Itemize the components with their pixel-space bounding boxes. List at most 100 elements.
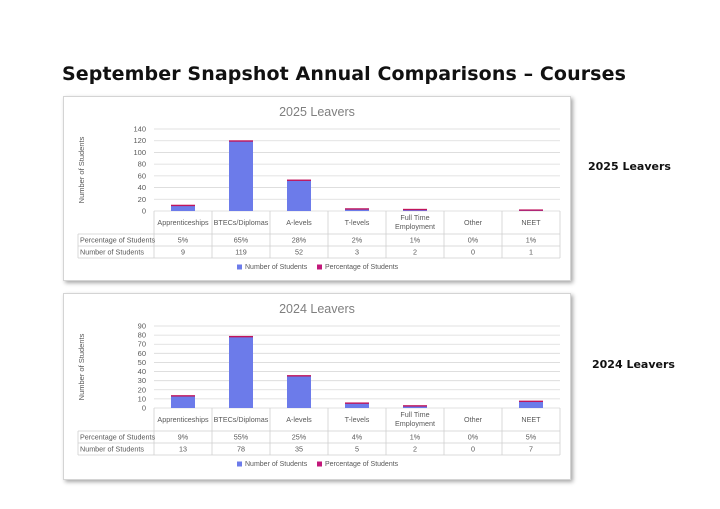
y-axis-label: Number of Students — [77, 136, 86, 203]
chart-title: 2024 Leavers — [279, 302, 355, 316]
legend-swatch-percentage — [317, 264, 322, 270]
bar-percentage-cap — [171, 395, 195, 397]
y-tick-label: 50 — [138, 358, 146, 367]
bar-a-levels — [287, 180, 311, 211]
bar-percentage-cap — [345, 402, 369, 404]
y-tick-label: 100 — [133, 148, 146, 157]
y-tick-label: 60 — [138, 171, 146, 180]
percentage-cell: 1% — [410, 433, 421, 442]
legend-swatch-number — [237, 264, 242, 270]
percentage-cell: 55% — [234, 433, 249, 442]
page-title: September Snapshot Annual Comparisons – … — [62, 63, 626, 85]
number-cell: 0 — [471, 248, 475, 257]
percentage-cell: 5% — [178, 236, 189, 245]
number-cell: 3 — [355, 248, 359, 257]
bar-apprenticeships — [171, 205, 195, 211]
y-tick-label: 10 — [138, 394, 146, 403]
category-label: A-levels — [286, 415, 312, 424]
category-label: NEET — [521, 415, 541, 424]
percentage-cell: 25% — [292, 433, 307, 442]
number-cell: 2 — [413, 445, 417, 454]
bar-a-levels — [287, 376, 311, 408]
percentage-cell: 0% — [468, 236, 479, 245]
bar-full-time-employment — [403, 209, 427, 211]
number-cell: 1 — [529, 248, 533, 257]
number-cell: 119 — [235, 248, 246, 257]
number-cell: 0 — [471, 445, 475, 454]
number-cell: 52 — [295, 248, 303, 257]
percentage-cell: 9% — [178, 433, 189, 442]
y-tick-label: 80 — [138, 331, 146, 340]
category-label: Apprenticeships — [157, 415, 209, 424]
category-label: NEET — [521, 218, 541, 227]
bar-percentage-cap — [287, 179, 311, 181]
y-tick-label: 0 — [142, 207, 146, 216]
y-tick-label: 20 — [138, 195, 146, 204]
row-header-percentage: Percentage of Students — [80, 236, 156, 245]
percentage-cell: 4% — [352, 433, 363, 442]
y-tick-label: 80 — [138, 160, 146, 169]
y-tick-label: 60 — [138, 349, 146, 358]
legend-label-number: Number of Students — [245, 461, 308, 468]
bar-btecs-diplomas — [229, 141, 253, 211]
number-cell: 7 — [529, 445, 533, 454]
y-tick-label: 40 — [138, 367, 146, 376]
category-label: BTECs/Diplomas — [214, 415, 269, 424]
category-label: T-levels — [345, 218, 370, 227]
bar-percentage-cap — [403, 405, 427, 407]
bar-percentage-cap — [171, 204, 195, 207]
legend-swatch-percentage — [317, 461, 322, 467]
bar-percentage-cap — [345, 208, 369, 210]
bar-neet — [519, 401, 543, 408]
y-tick-label: 40 — [138, 183, 146, 192]
bar-btecs-diplomas — [229, 336, 253, 408]
number-cell: 13 — [179, 445, 187, 454]
chart-panel-2024: 2024 Leavers Number of Students 90 80 70 60 50… — [63, 293, 571, 480]
y-tick-label: 120 — [133, 136, 146, 145]
percentage-cell: 28% — [292, 236, 307, 245]
legend-label-percentage: Percentage of Students — [325, 264, 399, 271]
y-tick-label: 20 — [138, 385, 146, 394]
percentage-cell: 1% — [526, 236, 537, 245]
y-tick-label: 90 — [138, 322, 146, 331]
bar-full-time-employment — [403, 406, 427, 408]
bar-percentage-cap — [403, 208, 427, 211]
category-label: Full Time Employment — [395, 213, 435, 231]
number-cell: 9 — [181, 248, 185, 257]
percentage-cell: 65% — [234, 236, 249, 245]
chart-title: 2025 Leavers — [279, 105, 355, 119]
category-label: A-levels — [286, 218, 312, 227]
percentage-cell: 0% — [468, 433, 479, 442]
category-label: Other — [464, 415, 483, 424]
bar-t-levels — [345, 209, 369, 211]
bar-apprenticeships — [171, 396, 195, 408]
row-header-percentage: Percentage of Students — [80, 433, 156, 442]
category-label: Other — [464, 218, 483, 227]
bar-t-levels — [345, 403, 369, 408]
number-cell: 35 — [295, 445, 303, 454]
row-header-number: Number of Students — [80, 248, 144, 257]
side-label-2025: 2025 Leavers — [588, 160, 671, 173]
category-label: T-levels — [345, 415, 370, 424]
y-tick-label: 70 — [138, 340, 146, 349]
category-label: Full Time Employment — [395, 410, 435, 428]
y-tick-label: 30 — [138, 376, 146, 385]
percentage-cell: 5% — [526, 433, 537, 442]
percentage-cell: 2% — [352, 236, 363, 245]
number-cell: 2 — [413, 248, 417, 257]
bar-percentage-cap — [519, 209, 543, 211]
chart-panel-2025: 2025 Leavers Number of Students 140 120 100 8… — [63, 96, 571, 281]
legend-label-percentage: Percentage of Students — [325, 461, 399, 468]
bar-percentage-cap — [287, 375, 311, 377]
row-header-number: Number of Students — [80, 445, 144, 454]
y-tick-label: 0 — [142, 404, 146, 413]
number-cell: 78 — [237, 445, 245, 454]
bar-percentage-cap — [229, 140, 253, 142]
y-axis-label: Number of Students — [77, 333, 86, 400]
percentage-cell: 1% — [410, 236, 421, 245]
category-label: Apprenticeships — [157, 218, 209, 227]
bar-percentage-cap — [519, 400, 543, 403]
category-label: BTECs/Diplomas — [214, 218, 269, 227]
